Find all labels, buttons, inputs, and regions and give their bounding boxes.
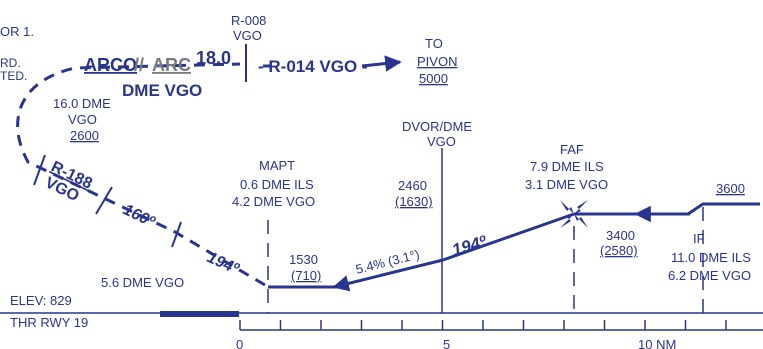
mapt-dist-ils: 0.6 DME ILS <box>240 177 314 192</box>
r188-tick-2 <box>95 186 113 215</box>
if-label: IF <box>693 231 705 246</box>
dme56-label: 5.6 DME VGO <box>101 275 184 290</box>
heading-194-missed: 194º <box>204 249 242 278</box>
alt-710: (710) <box>291 268 321 283</box>
arc-name: ARCO <box>84 55 137 75</box>
scale-label-5: 5 <box>443 337 450 349</box>
missed-approach-track <box>16 62 266 287</box>
faf-label: FAF <box>560 142 584 157</box>
scale-label-10: 10 NM <box>638 337 676 349</box>
mapt-label: MAPT <box>259 158 295 173</box>
alt-3600: 3600 <box>716 181 745 196</box>
arc-sep: // <box>134 55 144 75</box>
to-fix: PIVON <box>417 54 457 69</box>
if-dist-ils: 11.0 DME ILS <box>671 250 751 265</box>
profile-intermediate <box>687 202 760 216</box>
profile-glidepath <box>442 212 575 262</box>
r188-tick-1 <box>33 154 46 186</box>
r008-radial: R-008 <box>231 13 266 28</box>
edge-text-top: OR 1. <box>0 24 34 39</box>
scale-label-0: 0 <box>236 337 243 349</box>
alt-2460: 2460 <box>398 178 427 193</box>
faf-dist-vgo: 3.1 DME VGO <box>525 177 608 192</box>
dme16-nav: VGO <box>68 112 97 127</box>
dvor-nav: VGO <box>427 134 456 149</box>
alt-1530: 1530 <box>289 252 318 267</box>
distance-scale <box>239 320 763 331</box>
r008-nav: VGO <box>233 28 262 43</box>
alt-1630: (1630) <box>395 194 433 209</box>
thr-label: THR RWY 19 <box>10 315 88 330</box>
outbound-label: - R-014 VGO - <box>258 57 368 76</box>
runway-bar <box>160 311 239 317</box>
alt-2580: (2580) <box>600 243 638 258</box>
to-alt: 5000 <box>419 71 448 86</box>
final-course-label: 194º <box>450 232 489 260</box>
arc-dist: 18.0 <box>196 48 231 68</box>
dme16-dist: 16.0 DME <box>53 96 111 111</box>
outbound-arrow <box>361 55 402 72</box>
dme16-alt: 2600 <box>70 128 99 143</box>
elev-label: ELEV: 829 <box>10 293 72 308</box>
edge-text-mid1: RD. <box>0 56 21 70</box>
arc-nav: DME VGO <box>122 81 202 100</box>
heading-160: 160º <box>120 201 158 231</box>
mapt-dist-vgo: 4.2 DME VGO <box>232 194 315 209</box>
faf-cross-icon <box>560 200 588 228</box>
edge-text-mid2: TED. <box>0 69 27 83</box>
r188-tick-3 <box>171 221 182 248</box>
profile-final-arrow <box>332 258 444 292</box>
arc-label: ARC <box>152 55 191 75</box>
if-dist-vgo: 6.2 DME VGO <box>668 268 751 283</box>
faf-dist-ils: 7.9 DME ILS <box>530 159 604 174</box>
alt-3400: 3400 <box>606 228 635 243</box>
dvor-label: DVOR/DME <box>402 119 472 134</box>
to-label: TO <box>425 36 443 51</box>
